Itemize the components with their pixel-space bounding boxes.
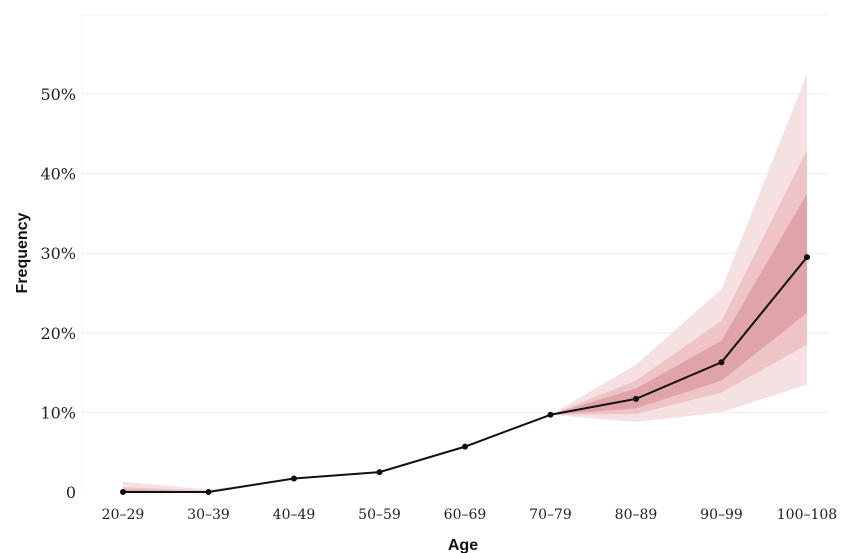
data-points [120, 254, 810, 495]
x-axis-ticks: 20–29 30–39 40–49 50–59 60–69 70–79 80–89 90–99… [102, 507, 838, 523]
x-axis-title: Age [448, 537, 478, 553]
x-tick-label: 30–39 [187, 507, 230, 523]
data-point [120, 489, 126, 495]
y-axis-title: Frequency [14, 212, 31, 293]
uncertainty-bands [123, 74, 807, 492]
data-point [547, 411, 554, 418]
y-tick-label: 50% [40, 85, 76, 104]
data-point [376, 469, 383, 476]
x-tick-label: 100–108 [777, 507, 837, 523]
y-tick-label: 20% [40, 324, 76, 343]
data-point [718, 359, 725, 366]
y-tick-label: 30% [40, 244, 76, 263]
y-tick-label: 0 [66, 483, 76, 502]
data-point [804, 254, 810, 261]
band-outer [123, 74, 807, 492]
x-tick-label: 90–99 [700, 507, 743, 523]
y-tick-label: 10% [40, 403, 76, 422]
x-tick-label: 80–89 [615, 507, 658, 523]
data-point [462, 443, 468, 450]
gridlines [81, 14, 828, 492]
data-point [291, 475, 297, 482]
data-point [205, 489, 212, 495]
x-tick-label: 50–59 [358, 507, 401, 523]
y-tick-label: 40% [40, 165, 76, 184]
y-axis-ticks: 0 10% 20% 30% 40% 50% [40, 85, 76, 502]
x-tick-label: 40–49 [273, 507, 316, 523]
x-tick-label: 60–69 [444, 507, 487, 523]
x-tick-label: 70–79 [529, 507, 572, 523]
x-tick-label: 20–29 [102, 507, 145, 523]
data-point [633, 395, 639, 402]
